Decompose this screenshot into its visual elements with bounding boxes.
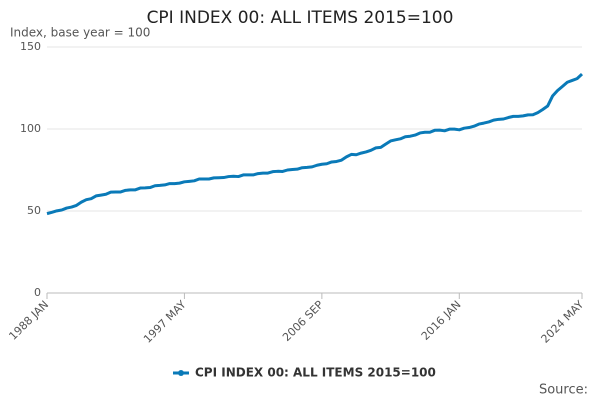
x-tick-label: 2024 MAY [539, 298, 587, 346]
legend-marker [178, 370, 184, 376]
y-tick-label: 0 [34, 286, 41, 299]
chart-title: CPI INDEX 00: ALL ITEMS 2015=100 [147, 8, 454, 28]
source: Source: [539, 383, 588, 398]
x-tick-label: 1988 JAN [6, 298, 51, 343]
x-tick-label: 2016 JAN [419, 298, 464, 343]
y-tick-label: 50 [27, 204, 41, 217]
x-tick-label: 1997 MAY [141, 298, 189, 346]
legend-label: CPI INDEX 00: ALL ITEMS 2015=100 [195, 366, 436, 380]
y-tick-label: 100 [20, 122, 41, 135]
y-tick-label: 150 [20, 40, 41, 53]
series-line [46, 72, 584, 216]
y-axis-label: Index, base year = 100 [10, 26, 150, 40]
x-tick-label: 2006 SEP [280, 298, 326, 344]
